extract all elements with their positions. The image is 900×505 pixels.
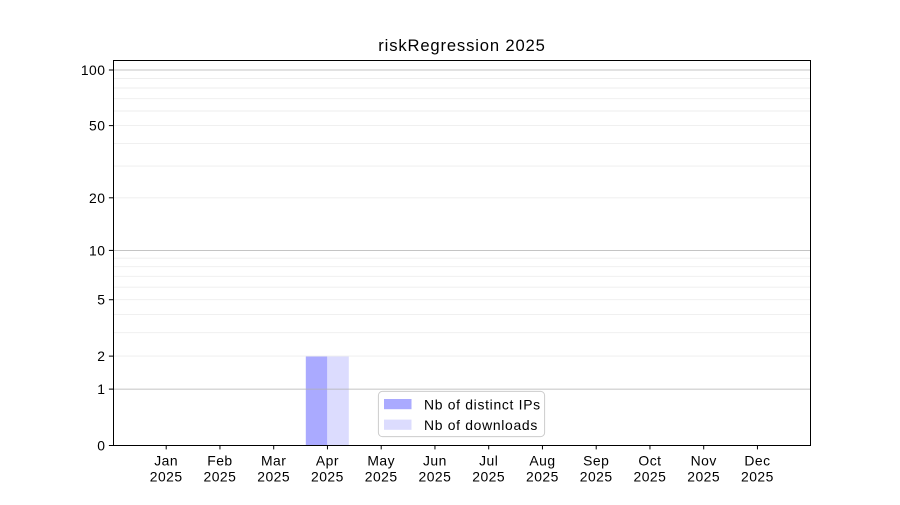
svg-text:Jun: Jun bbox=[423, 453, 447, 469]
svg-text:2025: 2025 bbox=[311, 468, 344, 484]
svg-text:20: 20 bbox=[89, 190, 105, 206]
svg-text:2025: 2025 bbox=[580, 468, 613, 484]
svg-text:2025: 2025 bbox=[150, 468, 183, 484]
svg-text:Feb: Feb bbox=[207, 453, 232, 469]
svg-text:Nb of distinct IPs: Nb of distinct IPs bbox=[424, 396, 541, 412]
svg-text:2025: 2025 bbox=[526, 468, 559, 484]
svg-text:5: 5 bbox=[97, 292, 105, 308]
svg-text:Nb of downloads: Nb of downloads bbox=[424, 417, 538, 433]
svg-text:riskRegression 2025: riskRegression 2025 bbox=[378, 36, 545, 55]
svg-text:50: 50 bbox=[89, 118, 105, 134]
svg-text:2025: 2025 bbox=[687, 468, 720, 484]
svg-text:May: May bbox=[367, 453, 395, 469]
svg-text:2025: 2025 bbox=[418, 468, 451, 484]
svg-text:2025: 2025 bbox=[257, 468, 290, 484]
svg-text:Aug: Aug bbox=[529, 453, 555, 469]
svg-text:1: 1 bbox=[97, 381, 105, 397]
svg-text:Mar: Mar bbox=[261, 453, 286, 469]
svg-text:10: 10 bbox=[89, 242, 105, 258]
svg-text:2: 2 bbox=[97, 348, 105, 364]
svg-text:2025: 2025 bbox=[472, 468, 505, 484]
svg-text:Nov: Nov bbox=[691, 453, 717, 469]
svg-text:0: 0 bbox=[97, 438, 105, 454]
svg-text:2025: 2025 bbox=[203, 468, 236, 484]
svg-text:Jul: Jul bbox=[479, 453, 498, 469]
svg-text:2025: 2025 bbox=[741, 468, 774, 484]
svg-text:2025: 2025 bbox=[633, 468, 666, 484]
svg-text:Dec: Dec bbox=[744, 453, 770, 469]
svg-text:100: 100 bbox=[81, 62, 106, 78]
svg-text:Oct: Oct bbox=[638, 453, 661, 469]
svg-text:2025: 2025 bbox=[365, 468, 398, 484]
svg-text:Sep: Sep bbox=[583, 453, 609, 469]
svg-text:Apr: Apr bbox=[316, 453, 339, 469]
svg-text:Jan: Jan bbox=[154, 453, 178, 469]
